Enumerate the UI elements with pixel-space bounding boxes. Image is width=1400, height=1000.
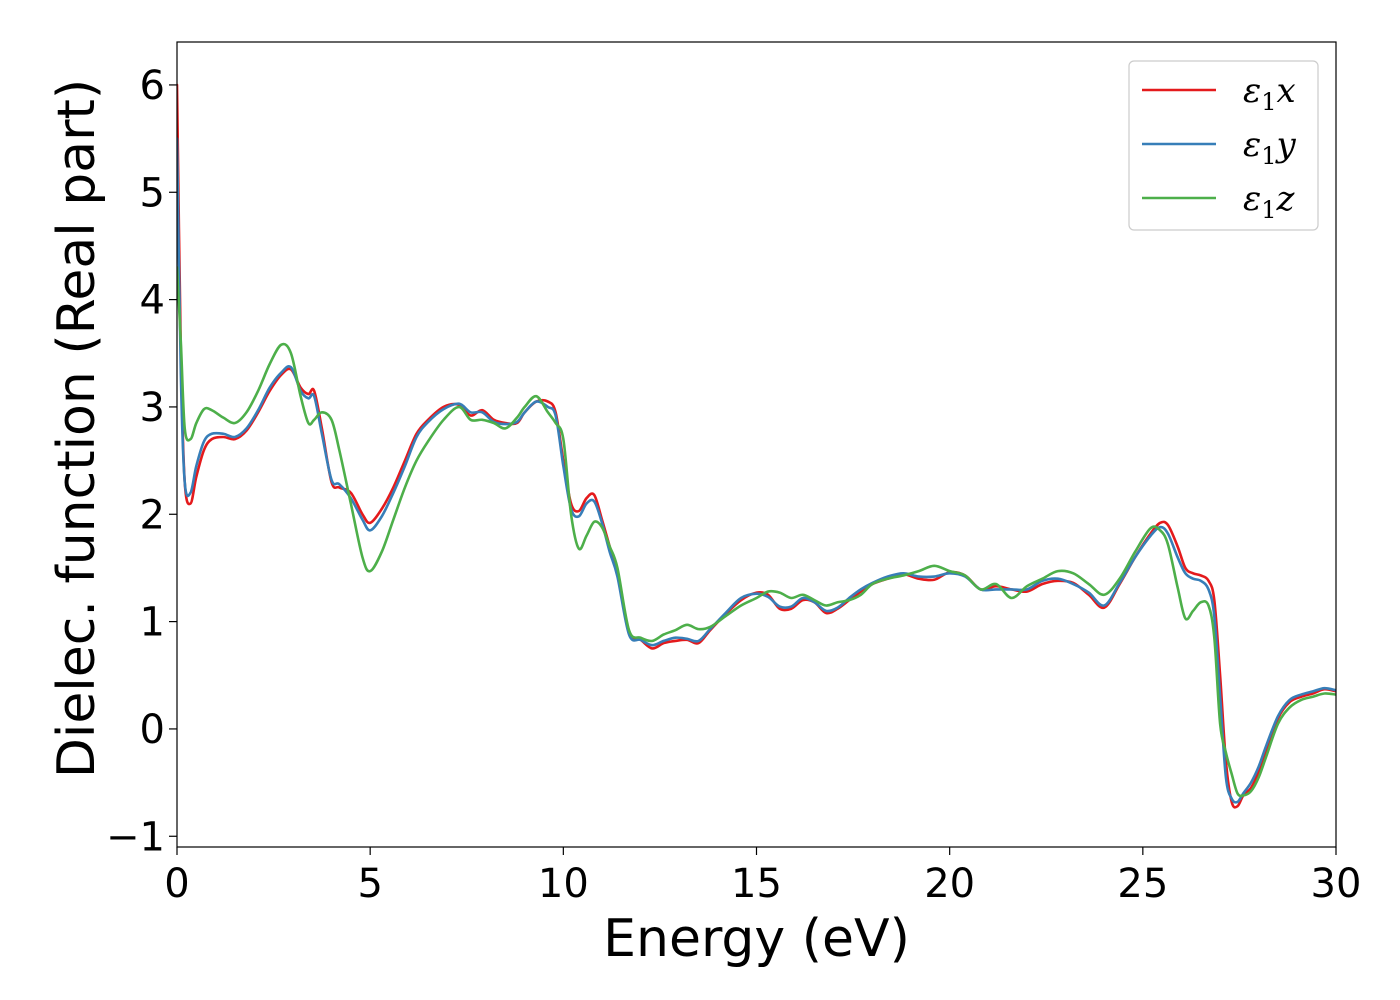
y-tick-label: 5 (140, 170, 165, 216)
y-tick-label: 3 (140, 385, 165, 431)
y-tick-label: 2 (140, 492, 165, 538)
y-axis-label: Dielec. function (Real part) (47, 79, 107, 778)
x-tick-label: 15 (731, 861, 782, 907)
x-tick-label: 25 (1117, 861, 1168, 907)
legend-box (1128, 60, 1319, 231)
series-line-z (177, 266, 1336, 798)
x-tick-label: 20 (924, 861, 975, 907)
x-axis-ticks: 0 5 10 15 20 25 30 (164, 847, 1361, 907)
legend-label-y: ε1y (1243, 125, 1297, 170)
y-tick-label: 1 (140, 600, 165, 646)
x-axis-label: Energy (eV) (603, 909, 910, 969)
y-tick-label: 0 (140, 707, 165, 753)
series-line-y (177, 137, 1336, 804)
y-axis-ticks: −1 0 1 2 3 4 5 6 (106, 63, 177, 860)
plot-series (177, 83, 1336, 809)
y-tick-label: 6 (140, 63, 165, 109)
y-tick-label: 4 (140, 278, 165, 324)
y-tick-label: −1 (106, 814, 165, 860)
x-tick-label: 10 (538, 861, 589, 907)
x-tick-label: 0 (164, 861, 189, 907)
x-tick-label: 30 (1311, 861, 1362, 907)
legend-label-x: ε1x (1243, 71, 1296, 116)
legend: ε1x ε1y ε1z (1128, 60, 1319, 231)
legend-label-z: ε1z (1243, 179, 1296, 224)
x-tick-label: 5 (357, 861, 382, 907)
